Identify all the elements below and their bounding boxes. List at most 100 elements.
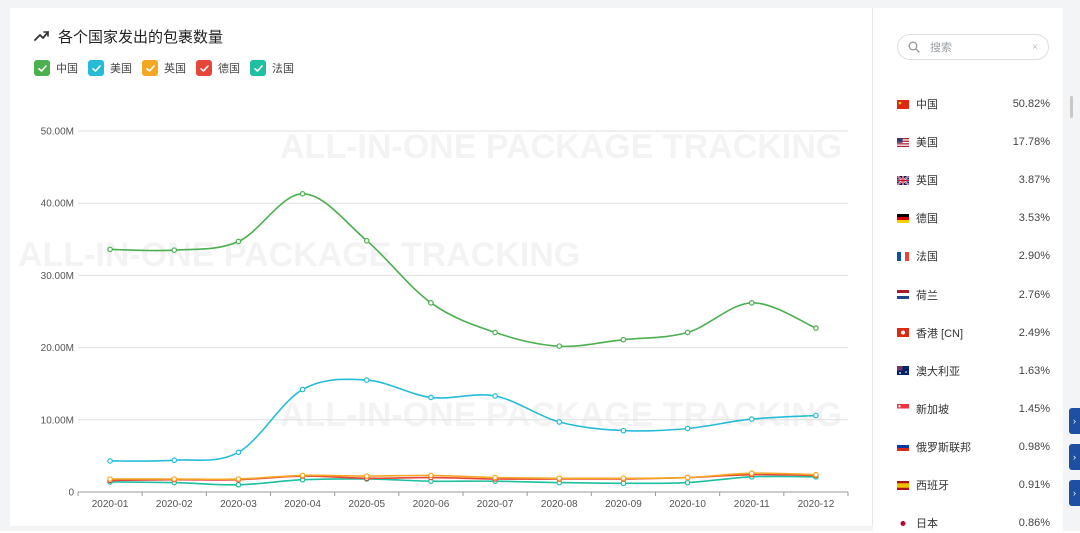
country-percent: 0.86% (1018, 517, 1050, 530)
chart-title: 各个国家发出的包裹数量 (58, 28, 224, 46)
checkbox-checked-icon[interactable] (250, 60, 266, 76)
search-box[interactable]: 搜索 × (897, 34, 1049, 60)
country-name: 德国 (916, 213, 938, 226)
data-point (748, 416, 755, 422)
data-point (813, 412, 819, 419)
data-point (684, 329, 691, 336)
country-percent: 3.53% (1018, 212, 1050, 225)
data-point (684, 425, 691, 432)
data-point (299, 191, 306, 197)
watermark-text: ALL-IN-ONE PACKAGE TRACKING (280, 128, 842, 166)
chevron-icon: › (1073, 416, 1076, 426)
series-0 (107, 191, 819, 349)
data-point (492, 474, 498, 481)
x-tick-label: 2020-02 (156, 499, 193, 510)
legend-item[interactable]: 英国 (142, 60, 186, 76)
country-row[interactable]: 德国 3.53% (873, 208, 1063, 228)
side-float-button-2[interactable]: › (1069, 444, 1080, 470)
data-point (299, 472, 306, 479)
checkbox-checked-icon[interactable] (88, 60, 104, 76)
legend-label: 中国 (56, 63, 78, 75)
data-point (556, 419, 563, 425)
data-point (171, 247, 178, 253)
x-tick-label: 2020-09 (605, 499, 642, 510)
data-point (620, 475, 627, 482)
country-row[interactable]: 荷兰 2.76% (873, 285, 1063, 305)
data-point (428, 472, 434, 479)
side-float-button-3[interactable]: › (1069, 480, 1080, 506)
country-row[interactable]: 美国 17.78% (873, 132, 1063, 152)
clear-icon[interactable]: × (1032, 41, 1038, 53)
data-point (107, 246, 113, 253)
data-point (620, 336, 627, 343)
legend-item[interactable]: 美国 (88, 60, 132, 76)
x-tick-label: 2020-11 (734, 499, 770, 510)
au-flag-icon (897, 366, 909, 376)
country-row[interactable]: 法国 2.90% (873, 246, 1063, 266)
gb-flag-icon (897, 175, 909, 185)
jp-flag-icon (897, 518, 909, 528)
data-point (813, 325, 819, 331)
country-row[interactable]: 俄罗斯联邦 0.98% (873, 437, 1063, 457)
legend-label: 美国 (110, 63, 132, 75)
country-percent: 0.91% (1018, 479, 1050, 491)
legend-item[interactable]: 德国 (196, 60, 240, 76)
country-row[interactable]: 日本 0.86% (873, 513, 1063, 533)
country-row[interactable]: 英国 3.87% (873, 170, 1063, 190)
watermark: ALL-IN-ONE PACKAGE TRACKING ALL-IN-ONE PA… (18, 128, 842, 434)
trend-icon (34, 31, 49, 41)
x-tick-label: 2020-06 (413, 499, 450, 510)
x-tick-label: 2020-08 (541, 499, 578, 510)
x-tick-label: 2020-05 (348, 499, 385, 510)
country-percent: 17.78% (1012, 136, 1050, 149)
country-name: 香港 [CN] (916, 327, 964, 340)
chart-card: ALL-IN-ONE PACKAGE TRACKING ALL-IN-ONE PA… (10, 8, 873, 526)
country-row[interactable]: 新加坡 1.45% (873, 399, 1063, 419)
country-percent: 1.45% (1018, 402, 1050, 415)
data-point (235, 449, 242, 456)
watermark-text: ALL-IN-ONE PACKAGE TRACKING (18, 236, 580, 274)
country-percent: 2.76% (1018, 288, 1050, 301)
y-tick-label: 50.00M (41, 127, 74, 138)
country-name: 日本 (916, 518, 938, 531)
data-point (492, 329, 498, 336)
country-name: 西班牙 (916, 480, 949, 492)
y-tick-label: 10.00M (41, 415, 74, 426)
x-tick-label: 2020-03 (220, 499, 257, 510)
data-point (363, 473, 370, 479)
country-row[interactable]: 澳大利亚 1.63% (873, 361, 1063, 381)
data-point (107, 458, 113, 464)
legend-item[interactable]: 法国 (250, 60, 294, 76)
checkbox-checked-icon[interactable] (196, 60, 212, 76)
data-point (363, 377, 370, 383)
country-row[interactable]: 西班牙 0.91% (873, 475, 1063, 495)
data-point (684, 479, 691, 486)
series-2 (107, 470, 819, 482)
scrollbar[interactable] (1070, 96, 1073, 118)
country-name: 澳大利亚 (916, 365, 960, 378)
country-row[interactable]: 香港 [CN] 2.49% (873, 323, 1063, 343)
chart-legend: 中国 美国 英国 德国 法国 (34, 60, 304, 76)
checkbox-checked-icon[interactable] (34, 60, 50, 76)
data-point (235, 481, 242, 488)
data-point (363, 237, 370, 244)
legend-item[interactable]: 中国 (34, 60, 78, 76)
country-row[interactable]: 中国 50.82% (873, 94, 1063, 114)
chevron-icon: › (1073, 452, 1076, 462)
country-percent: 3.87% (1018, 174, 1050, 187)
chevron-icon: › (1073, 488, 1076, 498)
data-point (620, 427, 627, 434)
sg-flag-icon (897, 404, 909, 414)
country-name: 美国 (916, 137, 938, 150)
side-float-button-1[interactable]: › (1069, 408, 1080, 434)
data-point (235, 238, 242, 245)
country-percent: 2.90% (1018, 250, 1050, 263)
checkbox-checked-icon[interactable] (142, 60, 158, 76)
series-line (110, 475, 816, 486)
line-chart: ALL-IN-ONE PACKAGE TRACKING ALL-IN-ONE PA… (18, 127, 849, 510)
country-name: 法国 (916, 251, 938, 264)
data-point (428, 394, 434, 401)
search-placeholder[interactable]: 搜索 (930, 42, 952, 54)
x-tick-label: 2020-12 (798, 499, 835, 510)
es-flag-icon (897, 480, 909, 490)
